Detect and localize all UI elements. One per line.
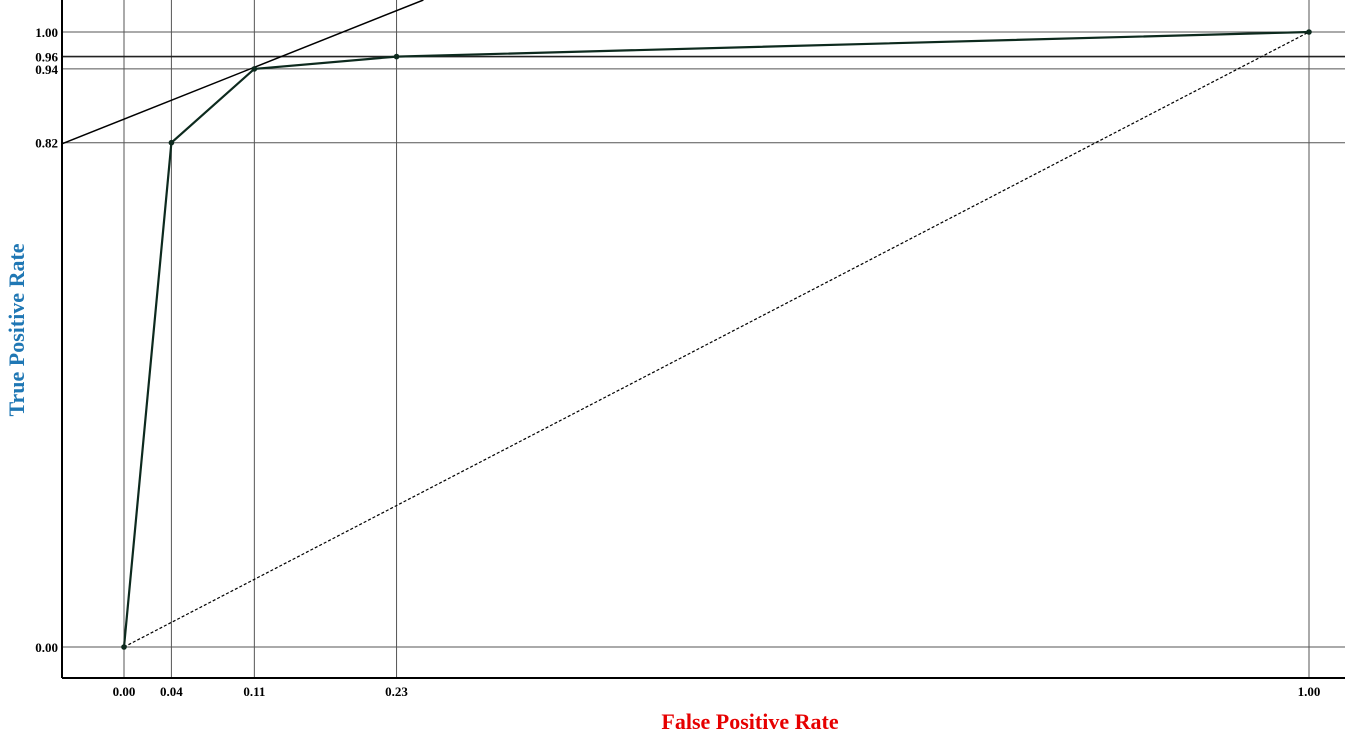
roc-point xyxy=(1306,29,1312,35)
x-axis-label: False Positive Rate xyxy=(661,709,838,734)
y-axis-label: True Positive Rate xyxy=(4,243,29,416)
x-tick-label: 0.11 xyxy=(243,684,265,699)
y-tick-labels: 0.00 0.82 0.940.96 1.00 xyxy=(35,25,58,655)
roc-point xyxy=(251,66,258,72)
chance-diagonal xyxy=(123,31,1310,648)
reference-lines xyxy=(61,0,1310,648)
roc-point xyxy=(168,139,175,146)
vertical-gridlines xyxy=(123,0,1310,678)
x-tick-label: 0.23 xyxy=(385,684,408,699)
y-tick-label: 0.96 xyxy=(35,50,58,65)
x-tick-label: 0.00 xyxy=(113,684,136,699)
tangent-line xyxy=(61,0,424,145)
y-tick-label: 0.94 xyxy=(35,62,58,77)
roc-point xyxy=(121,644,127,650)
horizontal-gridlines xyxy=(62,31,1345,648)
roc-point xyxy=(393,53,400,60)
y-tick-label: 1.00 xyxy=(35,25,58,40)
x-tick-labels: 0.00 0.04 0.11 0.23 1.00 xyxy=(113,684,1321,699)
roc-curve xyxy=(121,29,1312,650)
x-tick-label: 0.04 xyxy=(160,684,183,699)
x-tick-label: 1.00 xyxy=(1298,684,1321,699)
axes xyxy=(61,0,1345,679)
y-tick-label: 0.82 xyxy=(35,136,58,151)
y-tick-label: 0.00 xyxy=(35,640,58,655)
